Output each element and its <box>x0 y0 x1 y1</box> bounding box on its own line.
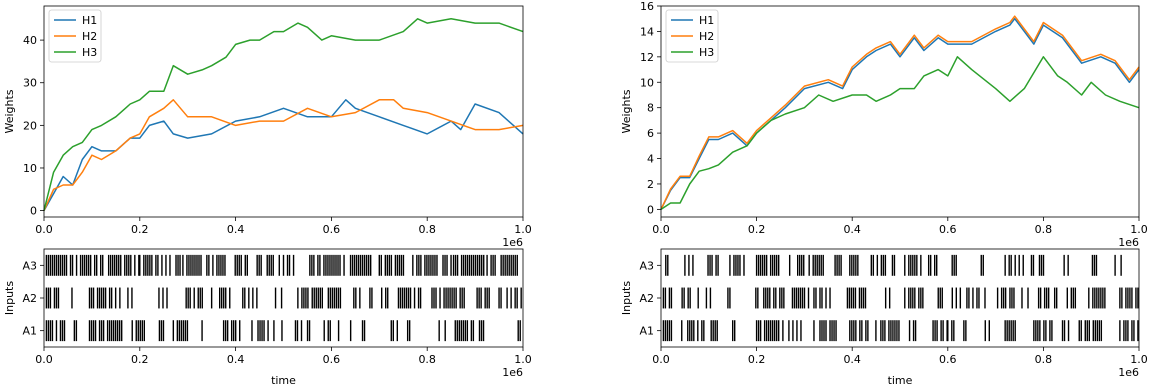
y-tick-label: 4 <box>647 153 654 166</box>
y-tick-label: 10 <box>640 76 654 89</box>
plot-frame <box>660 248 1140 348</box>
y-tick-label: 12 <box>640 51 654 64</box>
event-row-a3 <box>45 254 518 276</box>
x-tick-label: 0.6 <box>323 353 341 366</box>
x-axis-label: time <box>888 374 913 387</box>
plot-frame <box>43 5 524 218</box>
x-tick-label: 0.4 <box>843 353 861 366</box>
event-row-a3 <box>665 254 1122 276</box>
y-tick-label: 0 <box>30 205 37 218</box>
y-tick-label: 10 <box>23 162 37 175</box>
x-tick-label: 0.8 <box>1035 223 1053 236</box>
series-line-h2 <box>660 15 1140 210</box>
event-row-a2 <box>45 287 522 309</box>
x-tick-label: 0.4 <box>227 353 245 366</box>
y-axis-label: Weights <box>620 89 633 133</box>
legend-label: H2 <box>699 30 714 43</box>
legend-label: H2 <box>82 30 97 43</box>
legend-label: H3 <box>82 46 97 59</box>
x-tick-label: 0.2 <box>131 353 149 366</box>
weights-chart: 0 2 4 6 8 10 12 14 16 Weights 0.0 0.2 0.4 0.6 0.8 1.01e… <box>620 0 1148 249</box>
event-row-a1 <box>662 320 1139 342</box>
x-offset-label: 1e6 <box>1118 236 1139 249</box>
y-tick-label: A1 <box>22 325 37 338</box>
y-tick-label: 30 <box>23 77 37 90</box>
x-tick-label: 0.0 <box>652 353 670 366</box>
x-tick-label: 0.2 <box>748 223 766 236</box>
x-offset-label: 1e6 <box>502 236 523 249</box>
y-tick-label: 6 <box>647 127 654 140</box>
legend-label: H1 <box>699 14 714 27</box>
series-line-h1 <box>660 17 1140 210</box>
x-tick-label: 1.0 <box>514 353 532 366</box>
x-tick-label: 0.8 <box>1035 353 1053 366</box>
legend-label: H1 <box>82 14 97 27</box>
event-row-a2 <box>662 287 1139 309</box>
y-tick-label: A3 <box>639 259 654 272</box>
x-tick-label: 0.2 <box>748 353 766 366</box>
y-axis-label: Inputs <box>3 281 16 315</box>
x-tick-label: 1.0 <box>1130 223 1148 236</box>
y-tick-label: A2 <box>22 292 37 305</box>
legend: H1 H2 H3 <box>665 9 719 63</box>
x-tick-label: 1.0 <box>514 223 532 236</box>
x-tick-label: 0.6 <box>939 353 957 366</box>
plot-frame <box>660 5 1140 218</box>
y-tick-label: 14 <box>640 25 654 38</box>
x-tick-label: 1.0 <box>1130 353 1148 366</box>
x-tick-label: 0.8 <box>418 223 436 236</box>
y-tick-label: 16 <box>640 0 654 13</box>
x-tick-label: 0.0 <box>652 223 670 236</box>
legend: H1 H2 H3 <box>48 9 102 63</box>
event-row-a1 <box>45 320 521 342</box>
series-line-h3 <box>660 56 1140 211</box>
series-line-h1 <box>43 99 524 211</box>
x-tick-label: 0.4 <box>843 223 861 236</box>
y-tick-label: A3 <box>22 259 37 272</box>
y-tick-label: 8 <box>647 102 654 115</box>
y-tick-label: 20 <box>23 119 37 132</box>
x-tick-label: 0.4 <box>227 223 245 236</box>
y-axis-label: Inputs <box>620 281 633 315</box>
series-line-h2 <box>43 99 524 211</box>
y-tick-label: 40 <box>23 34 37 47</box>
x-tick-label: 0.8 <box>418 353 436 366</box>
x-axis-label: time <box>271 374 296 387</box>
y-axis-label: Weights <box>3 89 16 133</box>
x-tick-label: 0.2 <box>131 223 149 236</box>
y-tick-label: A1 <box>639 325 654 338</box>
x-tick-label: 0.6 <box>323 223 341 236</box>
plot-frame <box>43 248 524 348</box>
y-tick-label: A2 <box>639 292 654 305</box>
series-line-h3 <box>43 18 524 211</box>
x-tick-label: 0.6 <box>939 223 957 236</box>
y-tick-label: 2 <box>647 178 654 191</box>
x-tick-label: 0.0 <box>35 223 53 236</box>
x-tick-label: 0.0 <box>35 353 53 366</box>
x-offset-label: 1e6 <box>502 366 523 379</box>
y-tick-label: 0 <box>647 203 654 216</box>
x-offset-label: 1e6 <box>1118 366 1139 379</box>
legend-label: H3 <box>699 46 714 59</box>
